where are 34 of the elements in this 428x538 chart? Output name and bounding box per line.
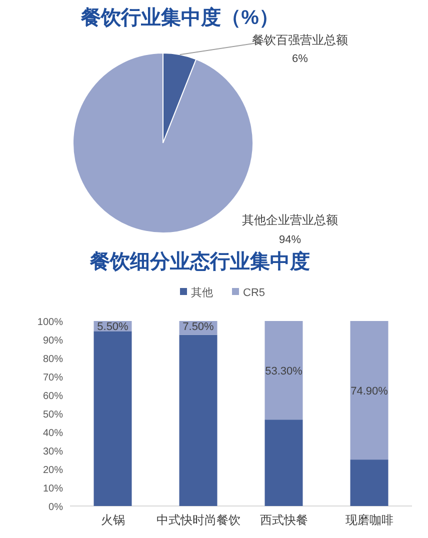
y-tick-label: 60% [42, 391, 64, 402]
y-tick-label: 70% [42, 372, 64, 384]
data-label: 74.90% [350, 385, 388, 398]
legend-label: 其他 [191, 286, 213, 299]
chart-title: 餐饮细分业态行业集中度 [89, 250, 310, 273]
y-tick-label: 100% [37, 317, 64, 328]
bar [350, 321, 388, 460]
y-tick-label: 0% [48, 502, 64, 513]
chart-title: 餐饮行业集中度（%） [80, 6, 279, 29]
y-tick-label: 30% [42, 446, 64, 458]
data-label: 7.50% [182, 321, 214, 333]
x-tick-label: 现磨咖啡 [345, 513, 394, 527]
slice-label: 餐饮百强营业总额 [252, 33, 348, 47]
x-tick-label: 中式快时尚餐饮 [156, 513, 240, 527]
pie-slice [72, 52, 254, 234]
data-label: 53.30% [265, 365, 303, 378]
y-tick-label: 80% [42, 354, 64, 365]
y-tick-label: 50% [42, 410, 64, 420]
data-label: 94% [278, 234, 302, 246]
y-tick-label: 90% [42, 336, 64, 346]
x-tick-label: 火锅 [100, 513, 125, 527]
bar [179, 334, 218, 506]
bar [94, 331, 132, 506]
data-label: 5.50% [97, 321, 129, 333]
data-label: 6% [292, 53, 308, 65]
x-tick-label: 西式快餐 [260, 513, 308, 527]
y-tick-label: 40% [42, 428, 64, 439]
bar [264, 321, 303, 420]
y-tick-label: 10% [42, 484, 64, 494]
slice-label: 其他企业营业总额 [242, 213, 338, 227]
bar [350, 460, 388, 506]
bar [264, 420, 303, 506]
legend-label: CR5 [243, 287, 266, 299]
y-tick-label: 20% [42, 465, 64, 476]
